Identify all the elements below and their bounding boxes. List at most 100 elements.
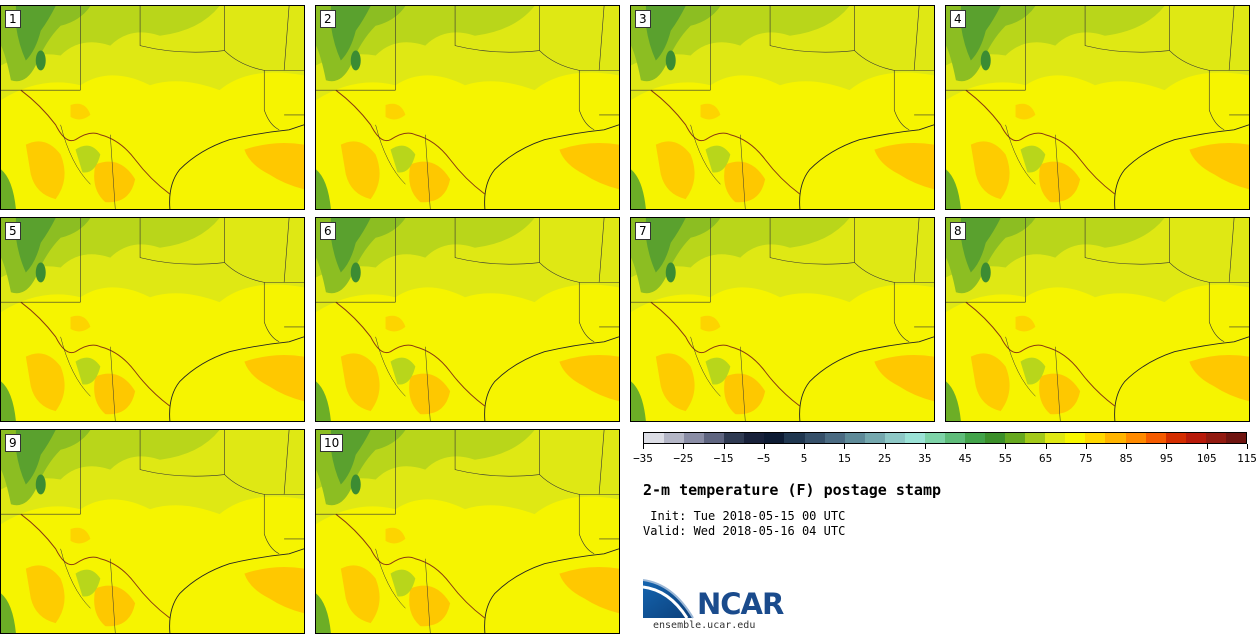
member-label: 6: [320, 222, 336, 240]
colorbar-tick-label: −35: [633, 452, 653, 465]
colorbar-tick-mark: [683, 444, 685, 449]
colorbar-tick-mark: [924, 444, 926, 449]
member-panel[interactable]: 3: [630, 5, 935, 210]
member-panel[interactable]: 5: [0, 217, 305, 422]
colorbar-tick-mark: [1247, 444, 1248, 449]
member-label: 1: [5, 10, 21, 28]
init-time: Init: Tue 2018-05-15 00 UTC: [643, 509, 846, 523]
colorbar-segment: [924, 433, 945, 443]
colorbar-segment: [1005, 433, 1026, 443]
colorbar-segment: [704, 433, 725, 443]
member-panel[interactable]: 9: [0, 429, 305, 634]
colorbar-segment: [1105, 433, 1126, 443]
temperature-map: [631, 218, 934, 421]
colorbar-tick-mark: [965, 444, 967, 449]
colorbar-tick-mark: [1206, 444, 1208, 449]
plot-title: 2-m temperature (F) postage stamp: [643, 481, 942, 499]
colorbar-tick-label: 25: [877, 452, 892, 465]
temperature-map: [631, 6, 934, 209]
colorbar-tick-mark: [643, 444, 644, 449]
colorbar-segment: [724, 433, 745, 443]
colorbar-tick-label: 115: [1237, 452, 1257, 465]
member-label: 8: [950, 222, 966, 240]
ncar-logo-icon[interactable]: [643, 578, 793, 622]
colorbar-segment: [684, 433, 705, 443]
colorbar-segment: [644, 433, 665, 443]
colorbar-tick-mark: [1126, 444, 1128, 449]
member-label: 5: [5, 222, 21, 240]
valid-time: Valid: Wed 2018-05-16 04 UTC: [643, 524, 846, 538]
member-panel[interactable]: 10: [315, 429, 620, 634]
colorbar-segment: [1085, 433, 1106, 443]
colorbar-tick-mark: [1005, 444, 1007, 449]
member-label: 10: [320, 434, 344, 452]
member-label: 3: [635, 10, 651, 28]
colorbar-tick-label: 35: [918, 452, 932, 465]
colorbar-tick-label: 55: [998, 452, 1013, 465]
colorbar-segment: [1205, 433, 1226, 443]
colorbar-segment: [1145, 433, 1166, 443]
colorbar-segment: [904, 433, 925, 443]
colorbar-segment: [884, 433, 905, 443]
colorbar-segment: [784, 433, 805, 443]
colorbar-tick-label: −25: [673, 452, 694, 465]
member-panel[interactable]: 1: [0, 5, 305, 210]
colorbar-segment: [744, 433, 765, 443]
colorbar-tick-label: −5: [757, 452, 771, 465]
colorbar-tick-label: −15: [713, 452, 734, 465]
colorbar-segment: [965, 433, 986, 443]
colorbar-tick-label: 45: [958, 452, 972, 465]
colorbar-segment: [864, 433, 885, 443]
colorbar-tick-mark: [844, 444, 846, 449]
colorbar-tick-label: 75: [1079, 452, 1093, 465]
site-url[interactable]: ensemble.ucar.edu: [653, 620, 756, 631]
colorbar-segment: [804, 433, 825, 443]
colorbar-tick-mark: [723, 444, 725, 449]
temperature-map: [946, 218, 1249, 421]
member-panel[interactable]: 8: [945, 217, 1250, 422]
colorbar-segment: [1065, 433, 1086, 443]
colorbar-segment: [664, 433, 685, 443]
colorbar-segment: [985, 433, 1006, 443]
colorbar-segment: [944, 433, 965, 443]
colorbar-tick-mark: [1045, 444, 1047, 449]
member-panel[interactable]: 2: [315, 5, 620, 210]
colorbar-segment: [824, 433, 845, 443]
temperature-map: [1, 6, 304, 209]
temperature-map: [1, 218, 304, 421]
temperature-colorbar: [643, 432, 1247, 444]
colorbar-tick-label: 105: [1196, 452, 1217, 465]
temperature-map: [316, 430, 619, 633]
member-label: 2: [320, 10, 336, 28]
colorbar-tick-mark: [804, 444, 806, 449]
temperature-map: [946, 6, 1249, 209]
colorbar-tick-label: 65: [1039, 452, 1053, 465]
colorbar-segment: [1025, 433, 1046, 443]
colorbar-tick-label: 15: [837, 452, 851, 465]
temperature-map: [316, 6, 619, 209]
colorbar-segment: [1185, 433, 1206, 443]
member-label: 7: [635, 222, 651, 240]
colorbar-tick-label: 85: [1119, 452, 1133, 465]
colorbar-tick-mark: [884, 444, 886, 449]
colorbar-tick-mark: [1085, 444, 1087, 449]
logo-text: NCAR: [697, 587, 784, 621]
member-label: 4: [950, 10, 966, 28]
colorbar-segment: [1045, 433, 1066, 443]
colorbar-tick-mark: [763, 444, 765, 449]
member-panel[interactable]: 7: [630, 217, 935, 422]
colorbar-segment: [844, 433, 865, 443]
colorbar-tick-label: 5: [800, 452, 808, 465]
colorbar-segment: [1165, 433, 1186, 443]
temperature-map: [316, 218, 619, 421]
member-label: 9: [5, 434, 21, 452]
colorbar-tick-mark: [1166, 444, 1168, 449]
member-panel[interactable]: 4: [945, 5, 1250, 210]
colorbar-tick-label: 95: [1159, 452, 1174, 465]
colorbar-segment: [1225, 433, 1246, 443]
member-panel[interactable]: 6: [315, 217, 620, 422]
colorbar-segment: [1125, 433, 1146, 443]
temperature-map: [1, 430, 304, 633]
colorbar-segment: [764, 433, 785, 443]
colorbar-ticks: −35 −25 −15 −5 5 15 25 35 45 55 65 75 85 95 105 115: [633, 444, 1257, 470]
